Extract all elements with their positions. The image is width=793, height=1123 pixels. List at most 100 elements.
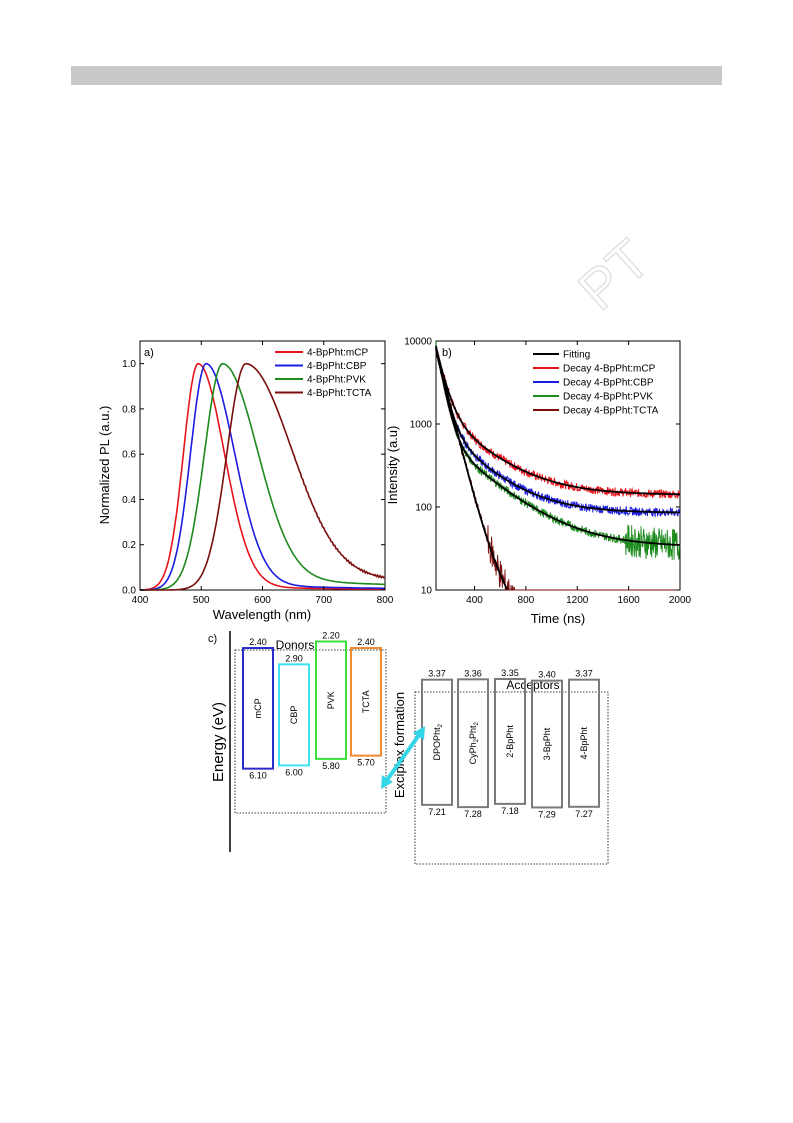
panel-b-decay: 400 800 1200 1600 2000 10 100 1000 10000 b) Time…: [385, 337, 692, 627]
acceptor-lumo: 3.36: [464, 668, 482, 678]
panel-a-label: a): [144, 347, 154, 359]
panel-a-pl-spectra: 400 500 600 700 800 0.0 0.2 0.4 0.6 0.8 1.0 a) Wav…: [97, 340, 394, 622]
donors-title: Donors: [276, 638, 315, 652]
acceptor-name: 2-BpPht: [505, 725, 515, 758]
panel-c-label: c): [208, 633, 217, 645]
acceptor-homo: 7.27: [575, 809, 593, 819]
donor-name: CBP: [289, 706, 299, 725]
panel-b-label: b): [442, 347, 452, 359]
b-xtick-label: 1600: [618, 595, 641, 606]
panel-b-ylabel: Intensity (a.u): [385, 426, 400, 505]
panel-b-axes: 400 800 1200 1600 2000 10 100 1000 10000: [404, 337, 691, 607]
donor-lumo: 2.40: [249, 637, 267, 647]
acceptor-lumo: 3.37: [428, 669, 446, 679]
panel-a-axes: 400 500 600 700 800 0.0 0.2 0.4 0.6 0.8 1.0: [122, 341, 394, 606]
donor-lumo: 2.40: [357, 637, 375, 647]
b-legend-label: Fitting: [563, 350, 590, 361]
donor-homo: 5.70: [357, 758, 375, 768]
acceptor-homo: 7.29: [538, 809, 556, 819]
panel-b-legend: Fitting Decay 4-BpPht:mCP Decay 4-BpPht:CB…: [533, 350, 659, 417]
b-legend-label: Decay 4-BpPht:CBP: [563, 378, 654, 389]
donor-homo: 6.10: [249, 771, 267, 781]
a-legend-label: 4-BpPht:TCTA: [307, 388, 372, 399]
acceptor-homo: 7.18: [501, 806, 519, 816]
fit-curve-0: [435, 346, 680, 496]
exciplex-label: Exciplex formation: [392, 692, 407, 798]
donor-homo: 6.00: [285, 767, 303, 777]
a-xtick-label: 600: [254, 595, 271, 606]
panel-c-energy-diagram: c) Energy (eV) Donors 2.40 6.10 mCP 2.90 6.0…: [208, 631, 609, 865]
acceptor-lumo: 3.40: [538, 670, 556, 680]
donor-level-tcta: [350, 647, 382, 757]
b-xtick-label: 2000: [669, 595, 692, 606]
b-ytick-label: 100: [415, 503, 432, 514]
donors-box: [234, 649, 387, 814]
a-ytick-label: 0.8: [122, 404, 136, 415]
a-xtick-label: 700: [315, 595, 332, 606]
acceptor-level: [568, 678, 600, 808]
a-ytick-label: 0.0: [122, 586, 136, 597]
fit-curve-3: [435, 348, 509, 591]
donor-name: PVK: [326, 691, 336, 709]
a-ytick-label: 0.2: [122, 540, 136, 551]
donor-name: TCTA: [361, 690, 371, 713]
a-legend-label: 4-BpPht:CBP: [307, 361, 367, 372]
acceptor-level: [421, 678, 453, 806]
b-xtick-label: 400: [466, 595, 483, 606]
donor-levels: 2.40 6.10 mCP 2.90 6.00 CBP 2.20 5.80 PVK 2.40 5.7…: [242, 631, 382, 781]
figure: 400 500 600 700 800 0.0 0.2 0.4 0.6 0.8 1.0 a) Wav…: [97, 337, 692, 865]
acceptor-lumo: 3.35: [501, 668, 519, 678]
acceptor-homo: 7.28: [464, 809, 482, 819]
acceptor-level: [531, 679, 563, 809]
donor-level-pvk: [315, 640, 347, 760]
panel-a-xlabel: Wavelength (nm): [213, 607, 312, 622]
exciplex-arrow: [381, 726, 425, 789]
b-xtick-label: 1200: [566, 595, 589, 606]
a-xtick-label: 800: [377, 595, 394, 606]
b-xtick-label: 800: [518, 595, 535, 606]
donor-lumo: 2.90: [285, 653, 303, 663]
a-ytick-label: 0.6: [122, 450, 136, 461]
acceptor-level: [457, 678, 489, 809]
donor-level-mcp: [242, 647, 274, 770]
b-ytick-label: 10000: [404, 337, 432, 348]
donor-level-cbp: [278, 663, 310, 767]
panel-a-legend: 4-BpPht:mCP 4-BpPht:CBP 4-BpPht:PVK 4-BpPht…: [275, 348, 372, 399]
acceptor-levels: 3.37 7.21 DPOPht2 3.36 7.28 CyPh2Pht2 3.35 7.18…: [421, 668, 600, 819]
acceptor-level: [494, 678, 526, 805]
a-legend-label: 4-BpPht:PVK: [307, 375, 366, 386]
energy-axis-label: Energy (eV): [210, 702, 227, 782]
donor-lumo: 2.20: [322, 631, 340, 641]
b-ytick-label: 10: [421, 586, 433, 597]
b-legend-label: Decay 4-BpPht:TCTA: [563, 406, 659, 417]
acceptor-name: CyPh2Pht2: [468, 721, 480, 764]
page-header-bar: [71, 66, 722, 85]
pl-curve-1: [140, 362, 385, 591]
panel-b-xlabel: Time (ns): [531, 611, 585, 626]
donor-homo: 5.80: [322, 761, 340, 771]
a-xtick-label: 500: [193, 595, 210, 606]
a-xtick-label: 400: [132, 595, 149, 606]
fit-curve-1: [435, 348, 680, 514]
acceptor-lumo: 3.37: [575, 669, 593, 679]
pl-curve-0: [140, 362, 385, 591]
watermark-text: PT: [566, 227, 661, 322]
a-ytick-label: 1.0: [122, 359, 136, 370]
panel-b-series: [435, 341, 681, 591]
b-legend-label: Decay 4-BpPht:mCP: [563, 364, 656, 375]
donor-name: mCP: [253, 698, 263, 718]
watermark: PT: [566, 227, 663, 323]
acceptor-name: 4-BpPht: [579, 726, 589, 759]
acceptor-name: 3-BpPht: [542, 727, 552, 760]
a-ytick-label: 0.4: [122, 495, 136, 506]
a-legend-label: 4-BpPht:mCP: [307, 348, 368, 359]
fit-curve-2: [435, 345, 680, 546]
pl-curve-3: [140, 362, 386, 591]
acceptors-box: [414, 691, 609, 865]
b-ytick-label: 1000: [410, 420, 433, 431]
b-legend-label: Decay 4-BpPht:PVK: [563, 392, 653, 403]
panel-a-series: [140, 362, 386, 591]
acceptor-homo: 7.21: [428, 807, 446, 817]
acceptor-name: DPOPht2: [432, 723, 444, 760]
pl-curve-2: [140, 362, 386, 591]
